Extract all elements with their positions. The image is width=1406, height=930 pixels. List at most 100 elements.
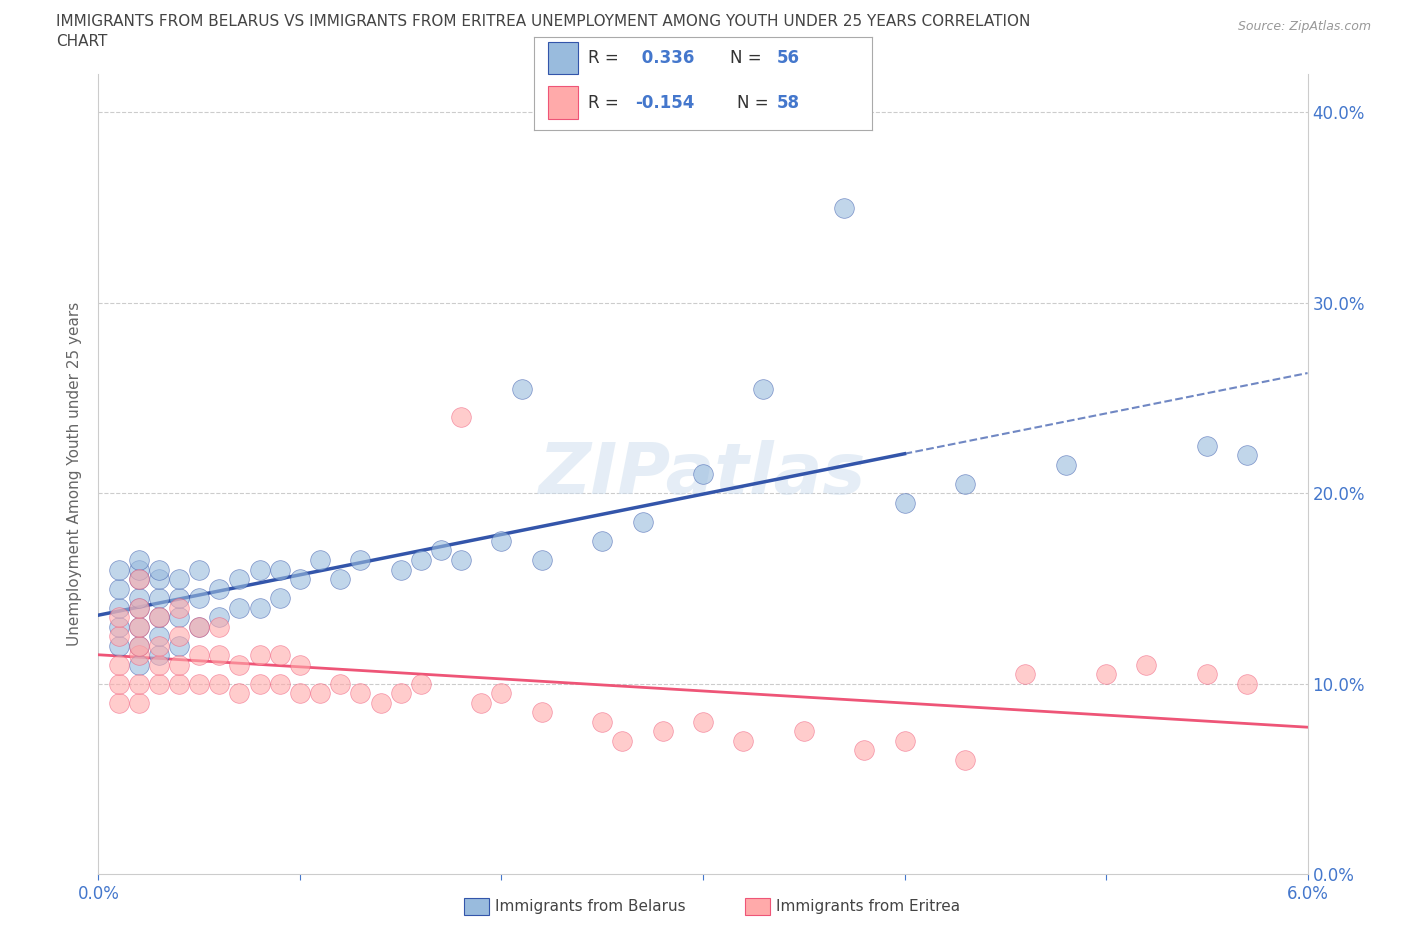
Point: [1195, 667, 1218, 682]
Point: [128, 696, 150, 711]
Point: [188, 591, 211, 605]
Point: [107, 581, 129, 596]
Text: R =: R =: [588, 94, 624, 112]
Point: [612, 734, 634, 749]
Point: [148, 658, 170, 672]
Point: [128, 572, 150, 587]
Point: [491, 685, 513, 700]
Text: ZIPatlas: ZIPatlas: [540, 440, 866, 509]
Point: [249, 676, 271, 691]
Point: [893, 734, 915, 749]
Point: [793, 724, 815, 738]
Point: [853, 743, 876, 758]
Point: [128, 600, 150, 615]
Point: [167, 676, 190, 691]
Point: [167, 638, 190, 653]
Point: [188, 648, 211, 663]
Point: [591, 714, 613, 729]
Point: [148, 572, 170, 587]
Point: [128, 552, 150, 567]
Point: [148, 638, 170, 653]
Point: [733, 734, 755, 749]
Point: [309, 552, 332, 567]
Point: [107, 562, 129, 577]
Point: [349, 685, 371, 700]
Point: [953, 476, 976, 491]
Text: CHART: CHART: [56, 34, 108, 49]
Point: [269, 562, 291, 577]
Point: [389, 562, 412, 577]
Point: [128, 572, 150, 587]
Point: [107, 600, 129, 615]
FancyBboxPatch shape: [548, 42, 578, 74]
Point: [128, 658, 150, 672]
Point: [269, 591, 291, 605]
Point: [128, 591, 150, 605]
Point: [167, 600, 190, 615]
Point: [188, 562, 211, 577]
Point: [148, 562, 170, 577]
Y-axis label: Unemployment Among Youth under 25 years: Unemployment Among Youth under 25 years: [67, 302, 83, 646]
Point: [167, 610, 190, 625]
Text: 58: 58: [778, 94, 800, 112]
Point: [1236, 448, 1258, 463]
Point: [148, 676, 170, 691]
Point: [208, 619, 231, 634]
Point: [349, 552, 371, 567]
Point: [1135, 658, 1157, 672]
Point: [208, 676, 231, 691]
Point: [107, 619, 129, 634]
Point: [249, 600, 271, 615]
Point: [329, 676, 352, 691]
Point: [288, 572, 311, 587]
Point: [148, 610, 170, 625]
Point: [128, 638, 150, 653]
Text: Immigrants from Belarus: Immigrants from Belarus: [495, 899, 686, 914]
Point: [208, 581, 231, 596]
Point: [167, 572, 190, 587]
Point: [450, 552, 472, 567]
Point: [430, 543, 453, 558]
FancyBboxPatch shape: [548, 86, 578, 119]
Point: [692, 714, 714, 729]
Point: [692, 467, 714, 482]
Text: N =: N =: [730, 49, 766, 67]
Point: [128, 676, 150, 691]
Point: [893, 496, 915, 511]
Point: [752, 381, 775, 396]
Point: [188, 619, 211, 634]
Point: [128, 638, 150, 653]
Point: [832, 200, 855, 215]
Point: [530, 552, 553, 567]
Point: [188, 676, 211, 691]
Point: [1054, 458, 1077, 472]
Point: [409, 676, 432, 691]
Point: [107, 676, 129, 691]
Text: 0.336: 0.336: [636, 49, 695, 67]
Text: 56: 56: [778, 49, 800, 67]
Point: [288, 685, 311, 700]
Point: [953, 752, 976, 767]
Point: [269, 648, 291, 663]
Point: [228, 658, 250, 672]
Point: [1014, 667, 1036, 682]
Point: [1195, 438, 1218, 453]
Point: [148, 610, 170, 625]
Point: [389, 685, 412, 700]
Point: [107, 658, 129, 672]
Point: [249, 562, 271, 577]
Point: [591, 534, 613, 549]
Point: [228, 685, 250, 700]
Point: [208, 648, 231, 663]
Point: [128, 648, 150, 663]
Text: R =: R =: [588, 49, 624, 67]
Point: [510, 381, 533, 396]
Point: [228, 572, 250, 587]
Point: [188, 619, 211, 634]
Point: [167, 629, 190, 644]
Point: [107, 638, 129, 653]
Point: [530, 705, 553, 720]
Text: Immigrants from Eritrea: Immigrants from Eritrea: [776, 899, 960, 914]
Point: [128, 562, 150, 577]
Point: [409, 552, 432, 567]
